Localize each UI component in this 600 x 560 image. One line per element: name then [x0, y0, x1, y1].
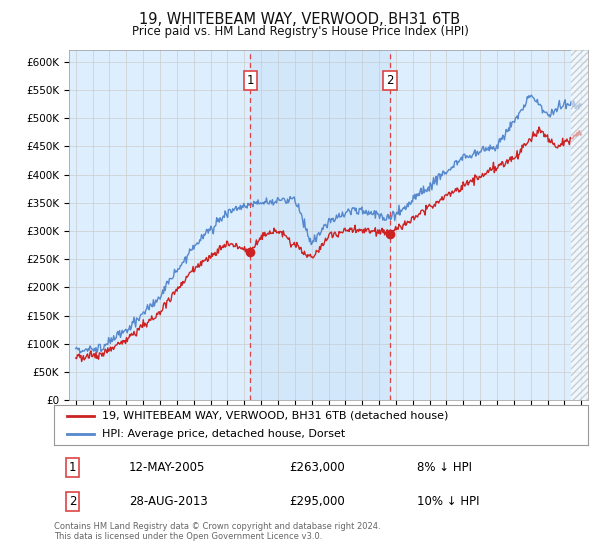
- Bar: [571, 50, 600, 400]
- Text: £263,000: £263,000: [289, 461, 345, 474]
- Text: 2: 2: [69, 494, 76, 508]
- Text: 2: 2: [386, 74, 394, 87]
- Text: 12-MAY-2005: 12-MAY-2005: [129, 461, 205, 474]
- Text: 1: 1: [247, 74, 254, 87]
- Text: 10% ↓ HPI: 10% ↓ HPI: [417, 494, 479, 508]
- Text: 19, WHITEBEAM WAY, VERWOOD, BH31 6TB: 19, WHITEBEAM WAY, VERWOOD, BH31 6TB: [139, 12, 461, 27]
- Text: Price paid vs. HM Land Registry's House Price Index (HPI): Price paid vs. HM Land Registry's House …: [131, 25, 469, 38]
- Text: £295,000: £295,000: [289, 494, 345, 508]
- Text: 28-AUG-2013: 28-AUG-2013: [129, 494, 208, 508]
- Text: 8% ↓ HPI: 8% ↓ HPI: [417, 461, 472, 474]
- Text: 1: 1: [69, 461, 76, 474]
- Text: 19, WHITEBEAM WAY, VERWOOD, BH31 6TB (detached house): 19, WHITEBEAM WAY, VERWOOD, BH31 6TB (de…: [102, 411, 448, 421]
- Text: HPI: Average price, detached house, Dorset: HPI: Average price, detached house, Dors…: [102, 430, 346, 439]
- Bar: [250, 50, 390, 400]
- Text: Contains HM Land Registry data © Crown copyright and database right 2024.
This d: Contains HM Land Registry data © Crown c…: [54, 522, 380, 542]
